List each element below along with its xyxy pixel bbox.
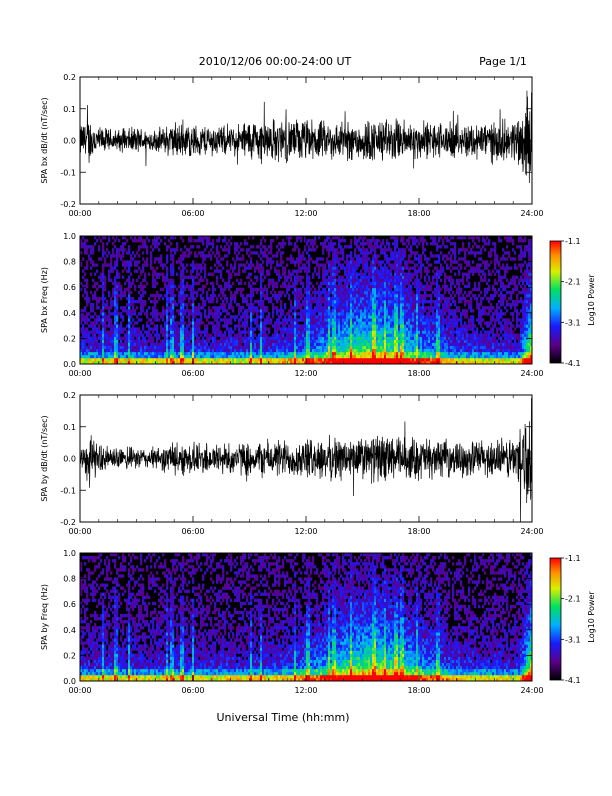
x-tick-label: 00:00 — [68, 686, 91, 695]
colorbar-label: Log10 Power — [587, 274, 596, 326]
colorbar-gradient — [550, 241, 561, 363]
x-tick-label: 18:00 — [407, 527, 430, 536]
x-tick-label: 12:00 — [294, 527, 317, 536]
colorbar: -1.1 -2.1 -3.1 -4.1 Log10 Power — [550, 237, 596, 368]
y-tick-label: 0.6 — [63, 600, 76, 609]
colorbar-tick-label: -4.1 — [565, 359, 581, 368]
panel-4: -1.1 -2.1 -3.1 -4.1 Log10 Power 0.0 0.2 0.4 0.6 0… — [40, 549, 596, 695]
x-tick-label: 24:00 — [520, 369, 543, 378]
y-tick-label: 1.0 — [63, 549, 76, 558]
panel-3: -0.2 -0.1 0.0 0.1 0.2 SPA by dB/dt (nT/sec) 00… — [40, 391, 544, 536]
x-tick-label: 18:00 — [407, 209, 430, 218]
y-tick-label: 0.0 — [63, 360, 76, 369]
x-tick-label: 12:00 — [294, 686, 317, 695]
panels-group: -0.2 -0.1 0.0 0.1 0.2 SPA bx dB/dt (nT/sec) 00… — [40, 73, 596, 695]
x-tick-label: 18:00 — [407, 369, 430, 378]
y-tick-label: 0.4 — [63, 309, 76, 318]
y-tick-label: 0.2 — [63, 334, 76, 343]
colorbar-label: Log10 Power — [587, 591, 596, 643]
y-tick-label: 0.8 — [63, 575, 76, 584]
y-tick-label: 0.4 — [63, 626, 76, 635]
x-tick-label: 06:00 — [181, 527, 204, 536]
colorbar-tick-label: -3.1 — [565, 318, 581, 327]
waveform-trace — [80, 398, 532, 522]
x-tick-label: 06:00 — [181, 209, 204, 218]
x-axis-title: Universal Time (hh:mm) — [217, 711, 350, 724]
panel-1: -0.2 -0.1 0.0 0.1 0.2 SPA bx dB/dt (nT/sec) 00… — [40, 73, 544, 218]
x-tick-label: 18:00 — [407, 686, 430, 695]
colorbar: -1.1 -2.1 -3.1 -4.1 Log10 Power — [550, 554, 596, 685]
colorbar-tick-label: -2.1 — [565, 278, 581, 287]
y-tick-label: 0.2 — [63, 73, 76, 82]
spectrogram-image — [80, 236, 532, 364]
waveform-trace — [80, 91, 532, 183]
x-tick-label: 00:00 — [68, 369, 91, 378]
y-axis-label: SPA bx dB/dt (nT/sec) — [40, 97, 49, 183]
x-tick-label: 12:00 — [294, 209, 317, 218]
x-tick-label: 24:00 — [520, 527, 543, 536]
colorbar-tick-label: -4.1 — [565, 676, 581, 685]
panel-2: -1.1 -2.1 -3.1 -4.1 Log10 Power 0.0 0.2 0.4 0.6 0… — [40, 232, 596, 378]
y-tick-label: -0.2 — [60, 518, 76, 527]
x-tick-label: 12:00 — [294, 369, 317, 378]
spectrogram-image — [80, 553, 532, 681]
page-number: Page 1/1 — [479, 55, 527, 68]
y-tick-label: 1.0 — [63, 232, 76, 241]
colorbar-tick-label: -2.1 — [565, 595, 581, 604]
x-tick-label: 06:00 — [181, 686, 204, 695]
x-tick-label: 00:00 — [68, 209, 91, 218]
y-tick-label: 0.0 — [63, 455, 76, 464]
y-tick-label: 0.1 — [63, 105, 76, 114]
x-tick-label: 24:00 — [520, 209, 543, 218]
y-tick-label: -0.1 — [60, 486, 76, 495]
y-tick-label: 0.0 — [63, 137, 76, 146]
x-tick-label: 06:00 — [181, 369, 204, 378]
waveform-line — [80, 91, 532, 183]
y-tick-label: 0.1 — [63, 423, 76, 432]
y-tick-label: -0.1 — [60, 168, 76, 177]
page-title: 2010/12/06 00:00-24:00 UT — [199, 55, 352, 68]
y-tick-label: 0.2 — [63, 651, 76, 660]
y-axis-label: SPA by dB/dt (nT/sec) — [40, 415, 49, 501]
colorbar-tick-label: -3.1 — [565, 635, 581, 644]
y-axis-label: SPA bx Freq (Hz) — [40, 267, 49, 333]
colorbar-tick-label: -1.1 — [565, 554, 581, 563]
y-tick-label: -0.2 — [60, 200, 76, 209]
y-tick-label: 0.6 — [63, 283, 76, 292]
colorbar-tick-label: -1.1 — [565, 237, 581, 246]
x-tick-label: 24:00 — [520, 686, 543, 695]
colorbar-gradient — [550, 558, 561, 680]
y-tick-label: 0.0 — [63, 677, 76, 686]
x-tick-label: 00:00 — [68, 527, 91, 536]
waveform-line — [80, 398, 532, 522]
y-tick-label: 0.2 — [63, 391, 76, 400]
y-axis-label: SPA by Freq (Hz) — [40, 584, 49, 650]
y-tick-label: 0.8 — [63, 258, 76, 267]
